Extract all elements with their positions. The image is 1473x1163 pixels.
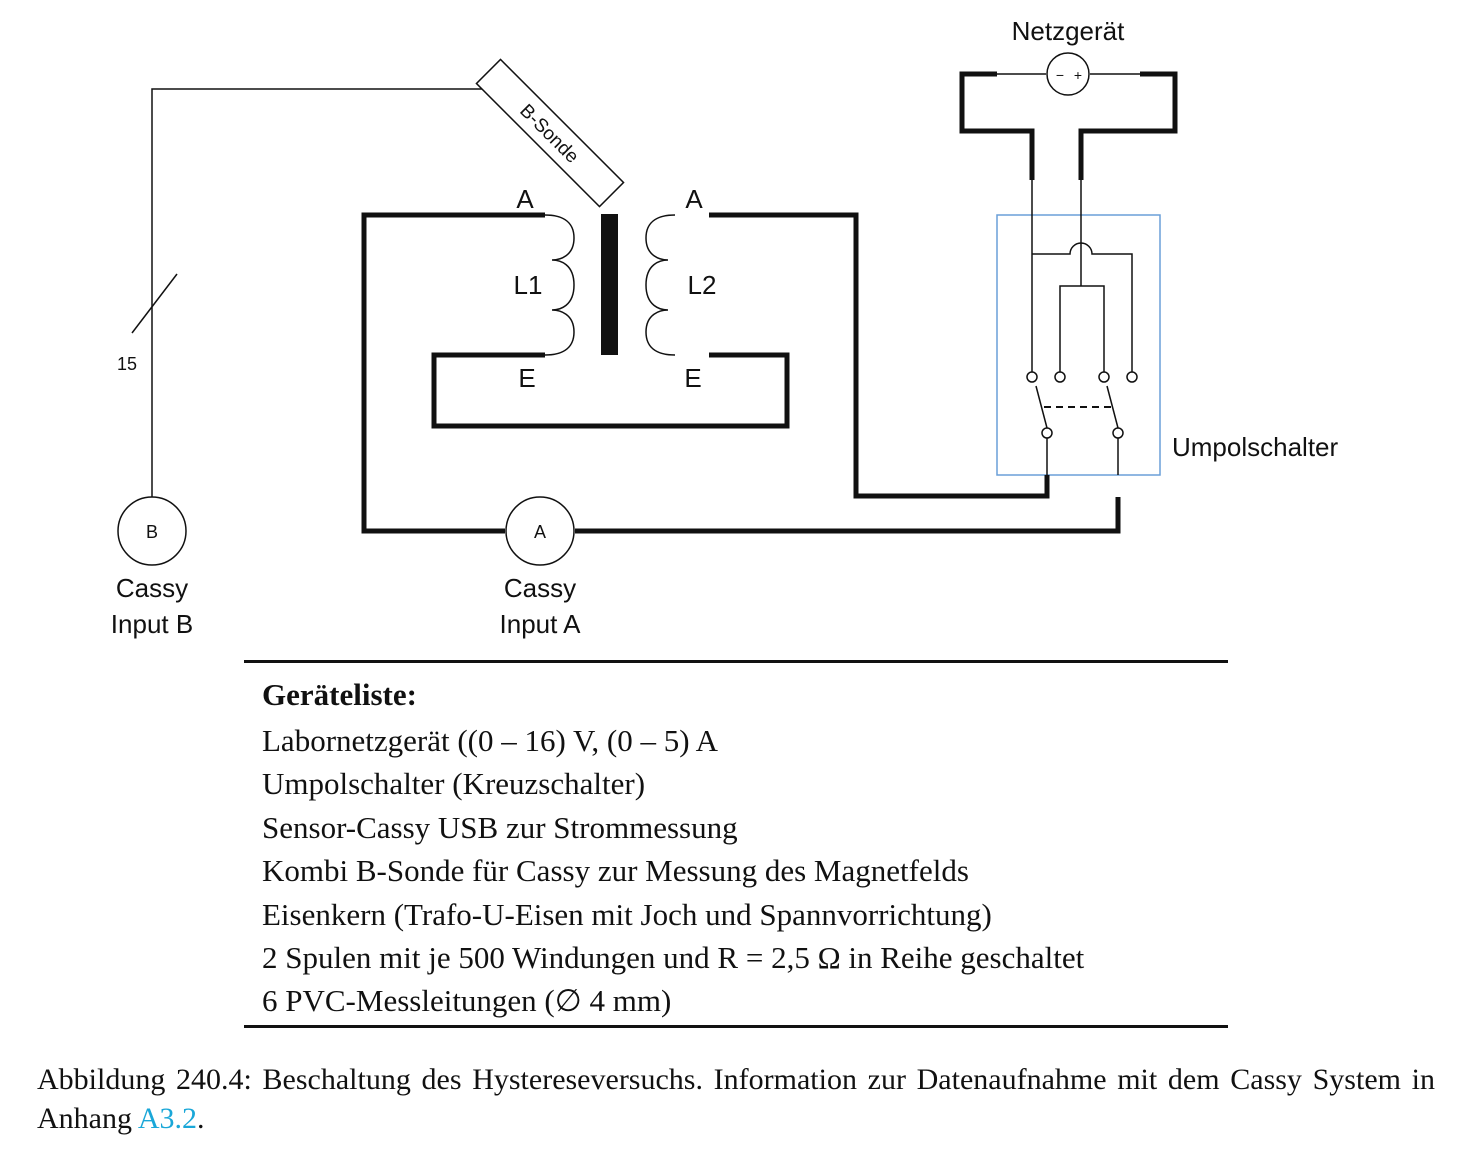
coil-l1-label: L1 — [514, 270, 543, 300]
switch-contact — [1026, 371, 1038, 383]
figure-caption: Abbildung 240.4: Beschaltung des Hystere… — [37, 1060, 1435, 1138]
coil-l1 — [544, 214, 575, 356]
coil-l1-end-label: E — [518, 363, 535, 393]
equipment-item: 2 Spulen mit je 500 Windungen und R = 2,… — [262, 940, 1085, 976]
coil-l1-start-label: A — [516, 184, 534, 214]
probe-cable — [151, 88, 500, 497]
power-supply: Netzgerät − + — [959, 16, 1178, 180]
cable-marker-label: 15 — [117, 354, 137, 374]
switch-contact — [1126, 371, 1138, 383]
probe-body — [475, 58, 625, 208]
meter-a-symbol: A — [534, 522, 546, 542]
power-supply-label: Netzgerät — [1012, 16, 1125, 46]
wire-l1-via-ammeter — [361, 212, 1121, 534]
power-supply-plus: + — [1074, 67, 1082, 83]
meter-a-circle — [505, 496, 575, 566]
meter-b-circle — [117, 496, 187, 566]
equipment-item: Labornetzgerät ((0 – 16) V, (0 – 5) A — [262, 723, 718, 758]
coil-l2-end-label: E — [684, 363, 701, 393]
equipment-list: Labornetzgerät ((0 – 16) V, (0 – 5) A Um… — [262, 719, 1084, 1023]
coil-l2 — [645, 214, 676, 356]
switch-contact — [1098, 371, 1110, 383]
meter-b-label: Input B — [111, 609, 193, 639]
equipment-item: Sensor-Cassy USB zur Strommessung — [262, 809, 738, 845]
power-supply-minus: − — [1056, 67, 1064, 83]
wiring — [361, 212, 1121, 534]
equipment-item: Eisenkern (Trafo-U-Eisen mit Joch und Sp… — [262, 896, 992, 932]
meter-a-label: Input A — [500, 609, 582, 639]
coil-l2-label: L2 — [688, 270, 717, 300]
caption-text: Abbildung 240.4: Beschaltung des Hystere… — [37, 1063, 1435, 1135]
caption-end: . — [197, 1102, 205, 1135]
switch-contact — [1054, 371, 1066, 383]
switch-label: Umpolschalter — [1172, 432, 1339, 462]
equipment-list-box: Geräteliste: Labornetzgerät ((0 – 16) V,… — [244, 660, 1228, 1028]
switch-blade-right — [1106, 385, 1119, 429]
power-supply-symbol — [1046, 52, 1090, 96]
reversing-switch: Umpolschalter — [996, 180, 1339, 476]
switch-pivot-right — [1112, 427, 1124, 439]
equipment-item: Kombi B-Sonde für Cassy zur Messung des … — [262, 853, 969, 889]
iron-core — [601, 214, 618, 355]
meter-b-label: Cassy — [116, 573, 188, 603]
equipment-list-title: Geräteliste: — [262, 677, 417, 712]
transformer: A A L1 L2 E E — [514, 184, 717, 393]
b-probe: 15 B-Sonde — [117, 58, 625, 497]
switch-blade-left — [1035, 385, 1048, 429]
caption-link[interactable]: A3.2 — [137, 1102, 197, 1135]
power-supply-lead-left — [959, 71, 1035, 180]
wire-l2-to-switch — [709, 212, 1050, 499]
equipment-item: 6 PVC-Messleitungen (∅ 4 mm) — [262, 983, 672, 1019]
power-supply-lead-right — [1078, 71, 1178, 180]
switch-feed-left — [1031, 180, 1133, 372]
coil-l2-start-label: A — [685, 184, 703, 214]
switch-pivot-left — [1041, 427, 1053, 439]
wire-coil-bridge — [431, 352, 790, 429]
equipment-item: Umpolschalter (Kreuzschalter) — [262, 766, 646, 802]
meter-b: B Cassy Input B — [111, 496, 193, 639]
meter-a: A Cassy Input A — [500, 496, 582, 639]
switch-feed-right — [1059, 180, 1105, 372]
meter-b-symbol: B — [146, 522, 158, 542]
switch-box — [996, 214, 1161, 476]
cable-marker-slash — [131, 273, 178, 334]
meter-a-label: Cassy — [504, 573, 576, 603]
circuit-diagram: Netzgerät − + Umpolschalter A — [111, 16, 1339, 639]
